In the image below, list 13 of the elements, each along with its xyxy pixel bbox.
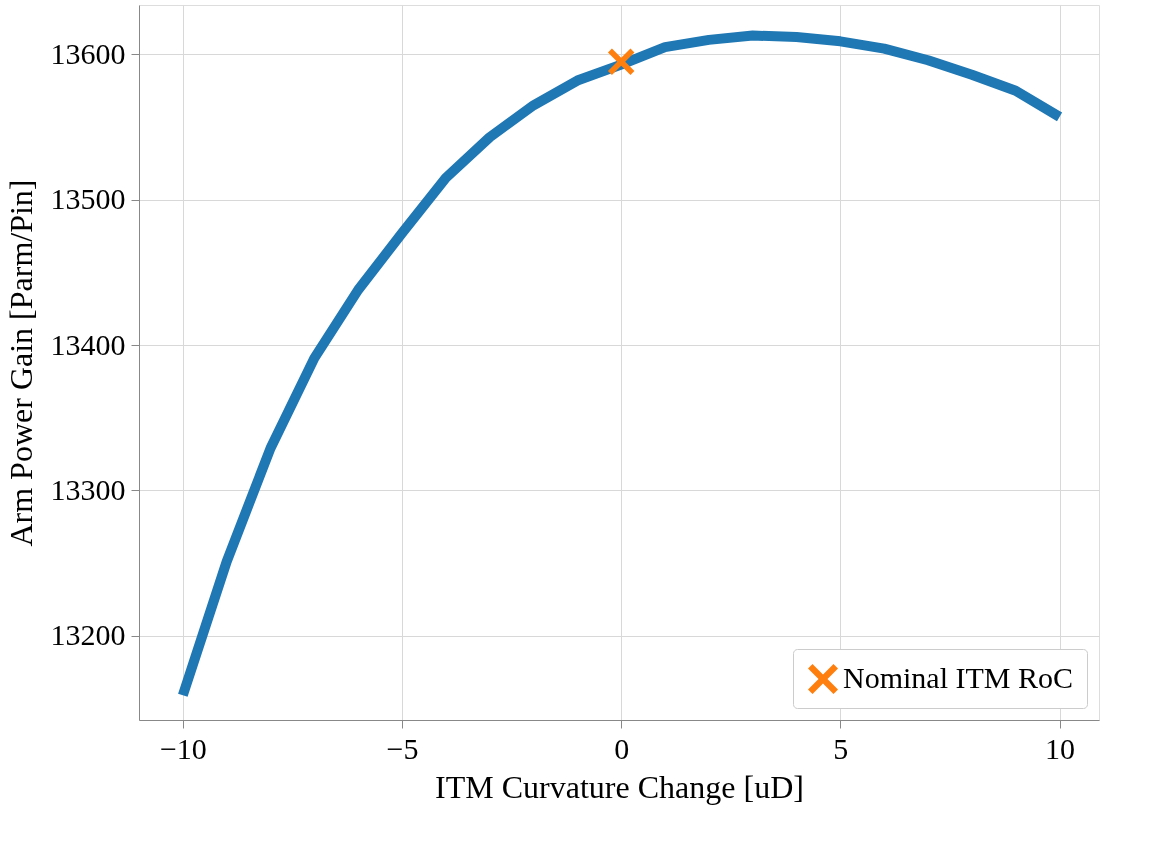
x-tick-label: 10 bbox=[1045, 731, 1076, 765]
y-tick-label: 13200 bbox=[50, 618, 126, 652]
y-tick-label: 13400 bbox=[50, 327, 126, 361]
y-tick-label: 13300 bbox=[50, 472, 126, 506]
x-tick-label: −5 bbox=[386, 731, 419, 765]
x-tick-label: 0 bbox=[614, 731, 630, 765]
x-tick-label: −10 bbox=[159, 731, 207, 765]
y-tick-label: 13500 bbox=[50, 182, 126, 216]
legend-label: Nominal ITM RoC bbox=[843, 661, 1073, 694]
y-axis-title: Arm Power Gain [Parm/Pin] bbox=[2, 179, 39, 547]
y-tick-label: 13600 bbox=[50, 36, 126, 70]
x-tick-label: 5 bbox=[833, 731, 849, 765]
x-axis-title: ITM Curvature Change [uD] bbox=[435, 768, 804, 805]
